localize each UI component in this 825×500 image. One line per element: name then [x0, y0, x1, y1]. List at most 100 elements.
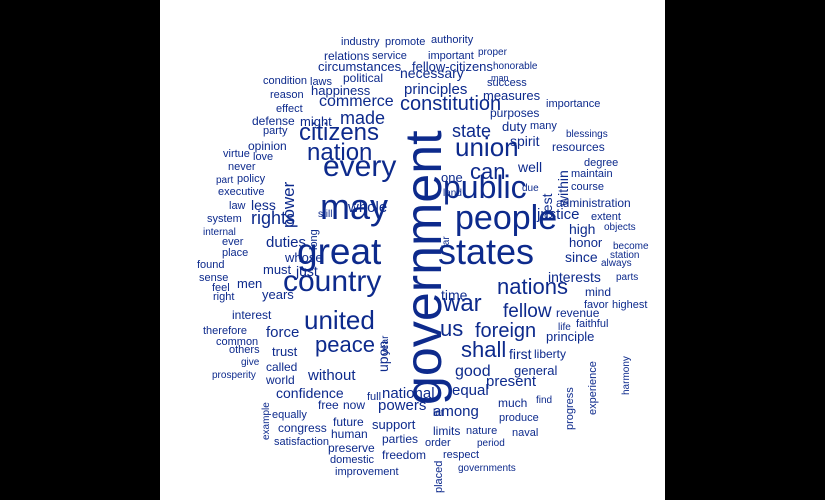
word-always: always — [601, 258, 632, 269]
word-liberty: liberty — [534, 347, 567, 361]
word-well: well — [518, 159, 543, 175]
word-parts: parts — [616, 272, 639, 283]
word-long: long — [308, 229, 320, 250]
word-states: states — [438, 231, 535, 272]
word-present: present — [486, 373, 537, 390]
word-placed: placed — [433, 460, 445, 493]
word-party: party — [263, 125, 288, 137]
word-now: now — [343, 398, 366, 412]
word-necessary: necessary — [400, 65, 464, 81]
word-service: service — [372, 50, 407, 62]
word-due: due — [522, 183, 539, 194]
word-happiness: happiness — [311, 83, 371, 98]
word-laws: laws — [310, 76, 333, 88]
word-executive: executive — [218, 186, 265, 198]
word-best: best — [539, 193, 555, 220]
word-policy: policy — [237, 173, 266, 185]
word-love: love — [253, 151, 274, 163]
word-cloud: government states people great may public coun… — [160, 0, 665, 500]
word-part: part — [216, 175, 234, 186]
word-us: us — [440, 316, 464, 341]
word-full: full — [367, 391, 382, 403]
word-therefore: therefore — [203, 325, 248, 337]
word-future: future — [333, 415, 364, 429]
word-internal: internal — [203, 227, 236, 238]
word-honor: honor — [569, 235, 603, 250]
word-common: common — [216, 336, 259, 348]
word-find: find — [536, 395, 553, 406]
word-administration: administration — [556, 196, 631, 210]
word-preserve: preserve — [328, 441, 375, 455]
word-high: high — [569, 221, 596, 237]
word-degree: degree — [584, 157, 619, 169]
word-world: world — [266, 373, 295, 387]
word-sense: sense — [199, 272, 229, 284]
word-resources: resources — [552, 140, 605, 154]
word-years: years — [262, 287, 294, 302]
word-might: might — [300, 114, 332, 129]
word-one: one — [441, 170, 463, 185]
word-general: general — [514, 363, 558, 378]
word-must: must — [263, 262, 292, 277]
word-equal: equal — [452, 382, 489, 399]
word-human: human — [331, 427, 368, 441]
word-blessings: blessings — [566, 129, 608, 140]
word-less: less — [251, 197, 276, 213]
word-among: among — [433, 403, 479, 420]
word-principles: principles — [404, 81, 468, 98]
word-country: country — [283, 265, 382, 298]
word-national: national — [382, 385, 435, 402]
word-station: station — [610, 250, 640, 261]
word-state: state — [452, 121, 492, 141]
word-order: order — [425, 437, 451, 449]
word-improvement: improvement — [335, 466, 399, 478]
word-limits: limits — [433, 424, 461, 438]
word-fellow: fellow — [503, 301, 552, 322]
word-experience: experience — [587, 361, 599, 415]
word-constitution: constitution — [400, 93, 502, 115]
word-honorable: honorable — [493, 61, 538, 72]
word-revenue: revenue — [556, 306, 600, 320]
word-faithful: faithful — [576, 318, 609, 330]
word-effect: effect — [276, 103, 303, 115]
word-public: public — [443, 169, 527, 205]
word-commerce: commerce — [319, 93, 394, 110]
word-life: life — [558, 322, 571, 333]
word-virtue: virtue — [223, 148, 250, 160]
word-place: place — [222, 247, 249, 259]
word-circumstances: circumstances — [318, 59, 402, 74]
word-freedom: freedom — [382, 448, 427, 462]
word-never: never — [228, 161, 256, 173]
word-may: may — [320, 186, 389, 227]
word-duty: duty — [502, 119, 527, 134]
word-can: can — [470, 159, 506, 184]
word-example: example — [261, 402, 272, 440]
word-great: great — [297, 231, 382, 272]
word-give: give — [241, 357, 260, 368]
word-every: every — [323, 150, 397, 183]
word-extent: extent — [591, 211, 621, 223]
word-congress: congress — [278, 421, 327, 435]
word-course: course — [571, 181, 605, 193]
word-become: become — [613, 241, 649, 252]
word-domestic: domestic — [330, 454, 375, 466]
word-year: year — [380, 335, 391, 355]
word-opinion: opinion — [248, 139, 287, 153]
word-ever: ever — [222, 236, 244, 248]
word-called: called — [266, 360, 298, 374]
word-union: union — [455, 132, 519, 162]
word-whole: whole — [348, 199, 388, 216]
word-whose: whose — [285, 250, 323, 265]
word-industry: industry — [341, 36, 380, 48]
word-confidence: confidence — [276, 385, 344, 401]
word-without: without — [308, 367, 356, 384]
word-system: system — [207, 213, 242, 225]
word-still: still — [318, 209, 333, 220]
word-found: found — [197, 259, 225, 271]
word-man: man — [491, 73, 509, 83]
word-importance: importance — [546, 98, 601, 110]
word-condition: condition — [263, 75, 308, 87]
word-support: support — [372, 417, 416, 432]
word-nation: nation — [307, 139, 373, 166]
word-foreign: foreign — [475, 320, 537, 342]
